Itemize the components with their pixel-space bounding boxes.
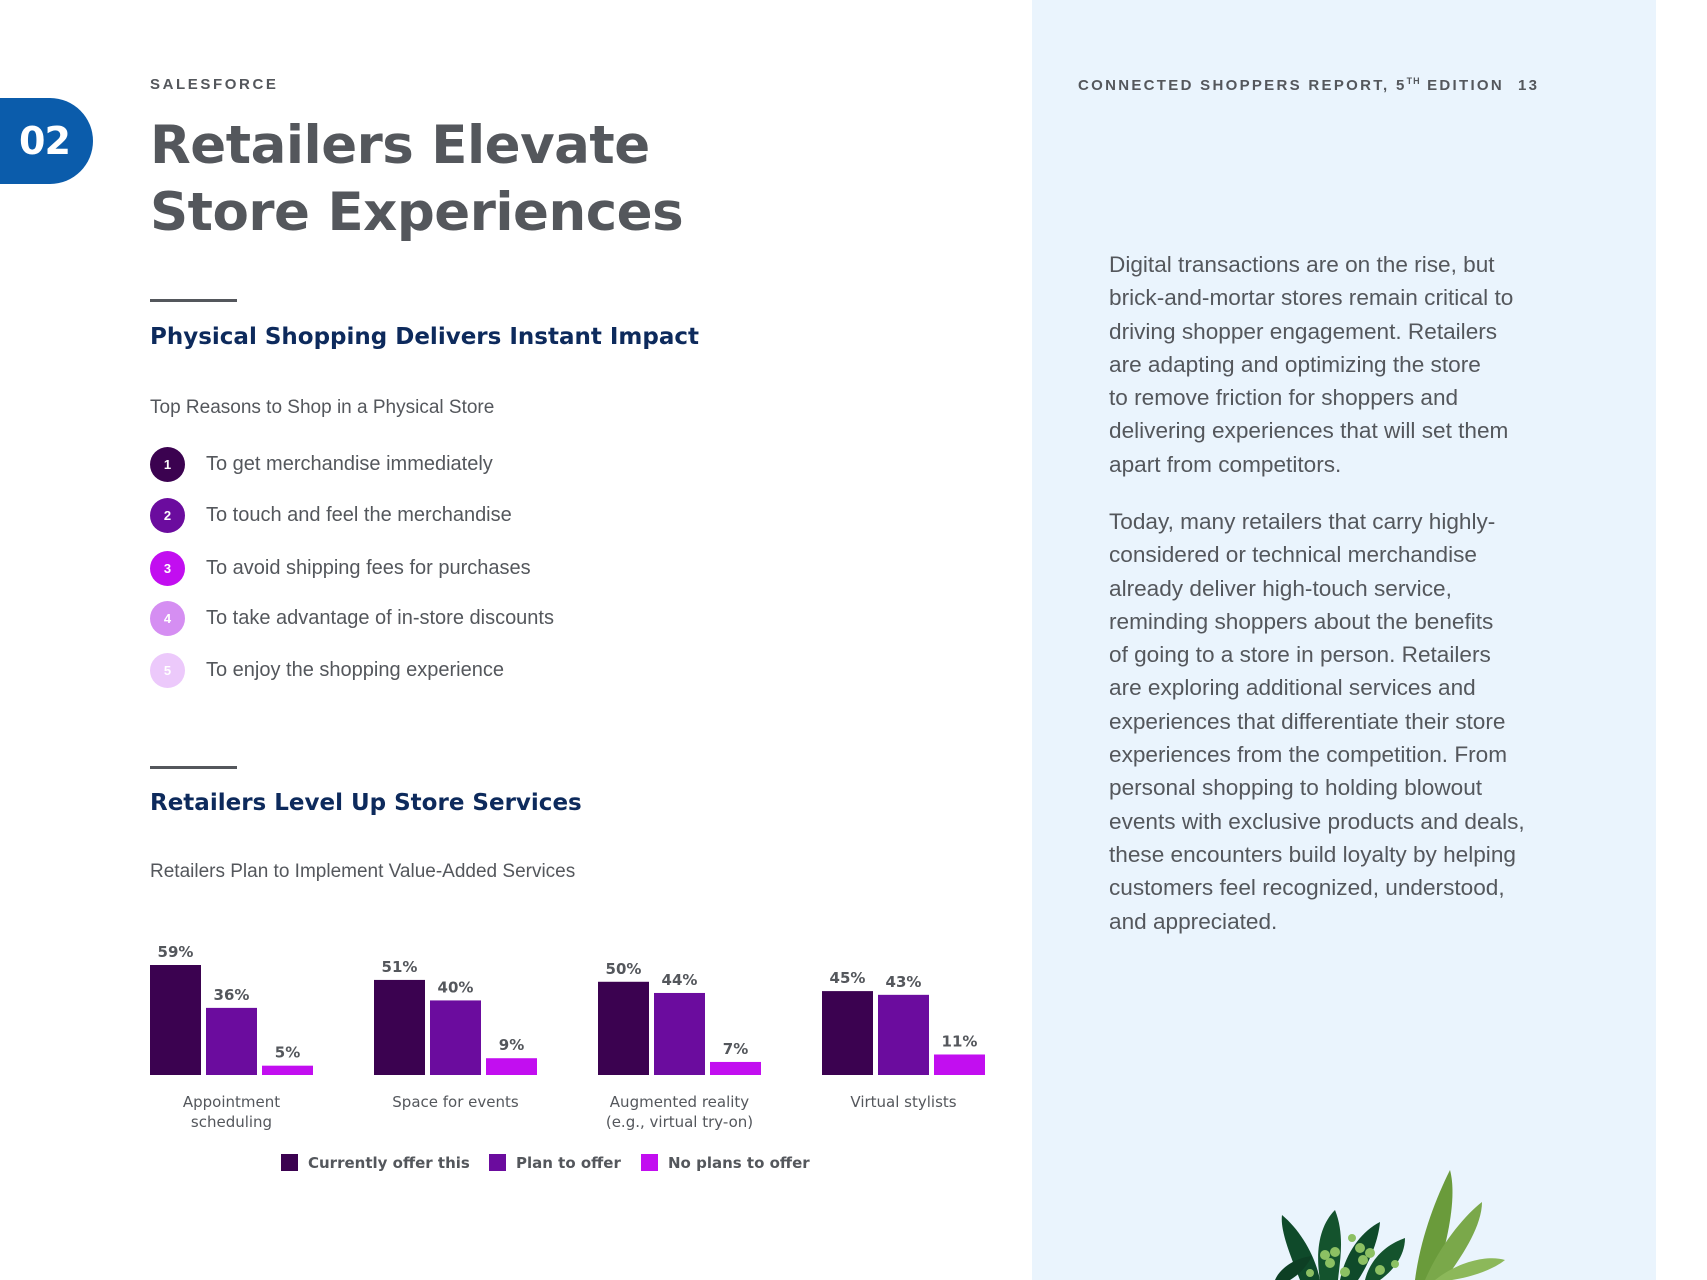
brand-label: SALESFORCE xyxy=(150,76,279,93)
report-title-superscript: TH xyxy=(1406,76,1421,86)
body-paragraph-1: Digital transactions are on the rise, bu… xyxy=(1109,248,1579,481)
reason-text: To take advantage of in-store discounts xyxy=(206,606,554,629)
body-paragraph-2: Today, many retailers that carry highly-… xyxy=(1109,505,1579,938)
chart-bar xyxy=(654,992,705,1075)
sidebar-panel xyxy=(1032,0,1656,1280)
legend-swatch xyxy=(489,1154,506,1171)
reason-text: To enjoy the shopping experience xyxy=(206,658,504,681)
section-divider xyxy=(150,766,237,769)
page-title: Retailers Elevate Store Experiences xyxy=(150,112,684,246)
body-line: Today, many retailers that carry highly- xyxy=(1109,509,1496,534)
chart-bar xyxy=(262,1065,313,1075)
section-divider xyxy=(150,299,237,302)
section-heading-physical-shopping: Physical Shopping Delivers Instant Impac… xyxy=(150,324,699,350)
body-line: are adapting and optimizing the store xyxy=(1109,351,1481,377)
bar-data-label: 36% xyxy=(214,986,250,1004)
bar-data-label: 40% xyxy=(438,978,474,996)
chart-bar xyxy=(598,981,649,1075)
body-line: personal shopping to holding blowout xyxy=(1109,775,1483,801)
body-line: driving shopper engagement. Retailers xyxy=(1109,318,1498,344)
chart-bar xyxy=(430,1000,481,1075)
body-line: of going to a store in person. Retailers xyxy=(1109,642,1491,668)
body-line: to remove friction for shoppers and xyxy=(1109,385,1459,411)
body-line: apart from competitors. xyxy=(1109,451,1342,477)
legend-label: Currently offer this xyxy=(308,1154,470,1172)
body-line: these encounters build loyalty by helpin… xyxy=(1109,841,1516,867)
section-heading-store-services: Retailers Level Up Store Services xyxy=(150,790,582,816)
bar-data-label: 51% xyxy=(382,958,418,976)
page-number: 13 xyxy=(1518,77,1540,94)
chart-bar xyxy=(710,1061,761,1075)
category-label: scheduling xyxy=(191,1113,272,1131)
list-item: 1 To get merchandise immediately xyxy=(150,446,493,482)
bar-data-label: 9% xyxy=(499,1036,524,1054)
chart-bar xyxy=(934,1054,985,1075)
bar-data-label: 44% xyxy=(662,971,698,989)
list-item: 3 To avoid shipping fees for purchases xyxy=(150,550,531,586)
body-line: are exploring additional services and xyxy=(1109,675,1476,701)
body-line: customers feel recognized, understood, xyxy=(1109,875,1505,901)
reason-text: To get merchandise immediately xyxy=(206,452,493,475)
bar-data-label: 5% xyxy=(275,1044,300,1062)
body-line: Digital transactions are on the rise, bu… xyxy=(1109,252,1495,277)
list-item: 2 To touch and feel the merchandise xyxy=(150,497,512,533)
reason-text: To touch and feel the merchandise xyxy=(206,503,512,526)
body-line: reminding shoppers about the benefits xyxy=(1109,608,1494,634)
body-line: already deliver high-touch service, xyxy=(1109,575,1452,601)
category-label: Augmented reality xyxy=(610,1093,750,1111)
category-label: Appointment xyxy=(183,1093,280,1111)
bar-data-label: 59% xyxy=(158,943,194,961)
report-title-tail: EDITION xyxy=(1420,77,1505,94)
legend-label: Plan to offer xyxy=(516,1154,621,1172)
report-title: CONNECTED SHOPPERS REPORT, 5 xyxy=(1078,77,1407,94)
report-header: CONNECTED SHOPPERS REPORT, 5TH EDITION 13 xyxy=(1078,76,1539,94)
services-bar-chart: 59% 36% 5% Appointment scheduling 51% 40% 9% Spa… xyxy=(150,943,985,1172)
category-label: Virtual stylists xyxy=(850,1093,956,1111)
chart-bar xyxy=(206,1007,257,1075)
rank-badge: 4 xyxy=(150,600,185,636)
chart-bar xyxy=(374,979,425,1075)
plant-illustration xyxy=(1275,1170,1505,1280)
body-line: experiences from the competition. From xyxy=(1109,742,1508,768)
body-line: events with exclusive products and deals… xyxy=(1109,808,1525,834)
page-title-line-1: Retailers Elevate xyxy=(150,115,650,176)
bar-data-label: 7% xyxy=(723,1040,748,1058)
list-item: 5 To enjoy the shopping experience xyxy=(150,652,504,688)
bar-data-label: 45% xyxy=(830,969,866,987)
chart-bar xyxy=(486,1058,537,1075)
rank-badge: 5 xyxy=(150,652,185,688)
body-line: and appreciated. xyxy=(1109,908,1278,934)
bar-data-label: 50% xyxy=(606,960,642,978)
chart-bar xyxy=(150,965,201,1075)
chart-bar xyxy=(822,991,873,1075)
legend-swatch xyxy=(281,1154,298,1171)
bar-data-label: 11% xyxy=(942,1032,978,1050)
list-item: 4 To take advantage of in-store discount… xyxy=(150,600,554,636)
rank-badge: 2 xyxy=(150,497,185,533)
category-label: (e.g., virtual try-on) xyxy=(606,1113,753,1131)
chart-subtitle: Retailers Plan to Implement Value-Added … xyxy=(150,861,576,882)
legend-label: No plans to offer xyxy=(668,1154,810,1172)
chart-bar xyxy=(878,994,929,1075)
bar-data-label: 43% xyxy=(886,973,922,991)
rank-badge: 3 xyxy=(150,550,185,586)
body-line: brick-and-mortar stores remain critical … xyxy=(1109,285,1514,311)
reason-text: To avoid shipping fees for purchases xyxy=(206,556,531,579)
page-title-line-2: Store Experiences xyxy=(150,182,684,243)
body-line: delivering experiences that will set the… xyxy=(1109,418,1509,444)
body-line: considered or technical merchandise xyxy=(1109,542,1477,568)
reasons-subtitle: Top Reasons to Shop in a Physical Store xyxy=(150,397,495,418)
category-label: Space for events xyxy=(392,1093,519,1111)
body-line: experiences that differentiate their sto… xyxy=(1109,708,1506,734)
rank-badge: 1 xyxy=(150,446,185,482)
section-number-tab: 02 xyxy=(0,98,93,184)
legend-swatch xyxy=(641,1154,658,1171)
